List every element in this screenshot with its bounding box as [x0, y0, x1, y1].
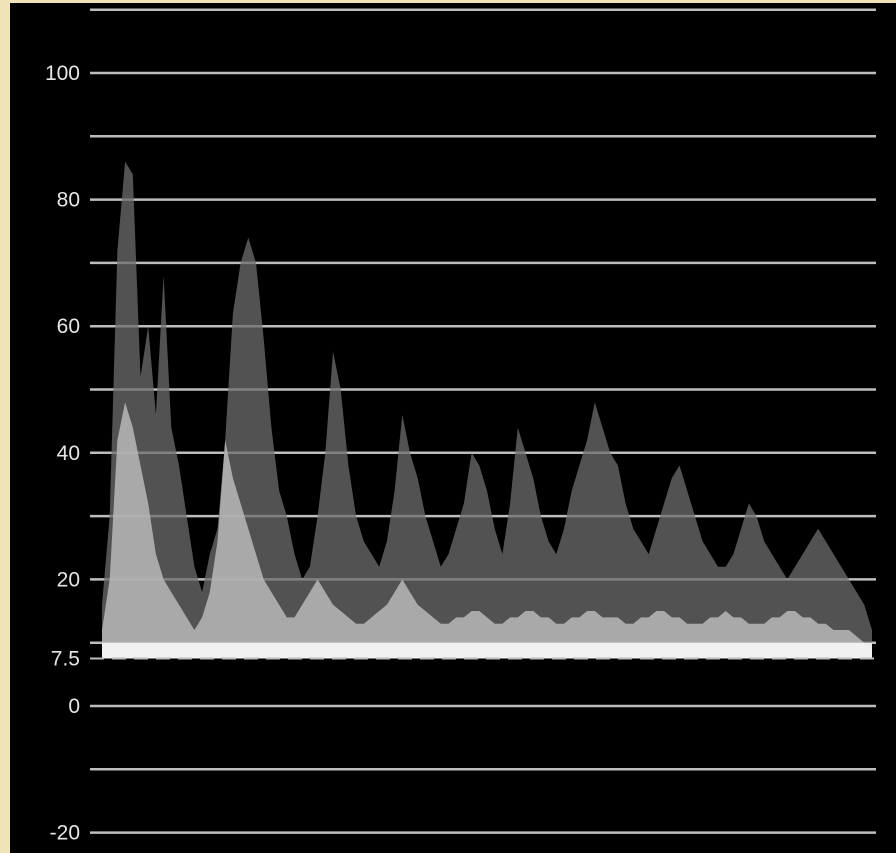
y-tick-label: 80: [57, 189, 80, 212]
y-tick-label: -20: [50, 822, 80, 845]
y-tick-label: 7.5: [51, 648, 80, 671]
y-tick-label: 40: [57, 442, 80, 465]
waveform-monitor: 100 80 60 40 20 7.5 0 -20: [10, 3, 896, 853]
y-axis-tick-labels: 100 80 60 40 20 7.5 0 -20: [45, 62, 80, 845]
y-tick-label: 60: [57, 315, 80, 338]
y-tick-label: 0: [68, 695, 80, 718]
waveform-chart: 100 80 60 40 20 7.5 0 -20: [45, 8, 876, 845]
trace-series-2: [102, 402, 872, 659]
y-tick-label: 100: [45, 62, 80, 85]
trace-series-3: [102, 642, 872, 659]
trace-series-1: [102, 161, 872, 659]
y-tick-label: 20: [57, 568, 80, 591]
gridlines: [90, 8, 876, 834]
luma-traces: [102, 161, 872, 659]
